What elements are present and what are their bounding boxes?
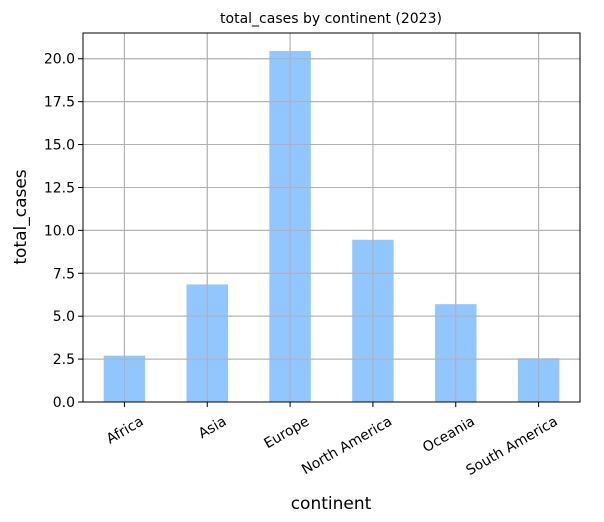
x-tick-label: South America bbox=[463, 414, 560, 479]
y-tick-label: 17.5 bbox=[44, 95, 75, 111]
plot-frame bbox=[82, 32, 581, 403]
y-axis: 0.0 2.5 5.0 7.5 10.0 12.5 15.0 17.5 20.0 bbox=[44, 52, 83, 411]
y-tick-label: 0.0 bbox=[53, 395, 75, 411]
y-tick-label: 12.5 bbox=[44, 180, 75, 196]
grid-overlay bbox=[83, 33, 580, 403]
x-tick-label: Oceania bbox=[420, 414, 478, 456]
chart-title: total_cases by continent (2023) bbox=[220, 11, 442, 27]
y-tick-label: 5.0 bbox=[53, 309, 75, 325]
y-axis-label: total_cases bbox=[11, 169, 31, 264]
grid bbox=[83, 33, 580, 403]
x-tick-label: Asia bbox=[196, 414, 229, 443]
x-tick-label: Africa bbox=[104, 414, 147, 448]
x-axis-label: continent bbox=[291, 494, 372, 514]
y-tick-label: 15.0 bbox=[44, 138, 75, 154]
bars bbox=[103, 51, 560, 402]
y-tick-label: 10.0 bbox=[44, 223, 75, 239]
y-tick-label: 7.5 bbox=[53, 266, 75, 282]
y-tick-label: 20.0 bbox=[44, 52, 75, 68]
x-tick-label: Europe bbox=[261, 414, 312, 452]
x-tick-label: North America bbox=[299, 414, 395, 479]
y-tick-label: 2.5 bbox=[53, 352, 75, 368]
